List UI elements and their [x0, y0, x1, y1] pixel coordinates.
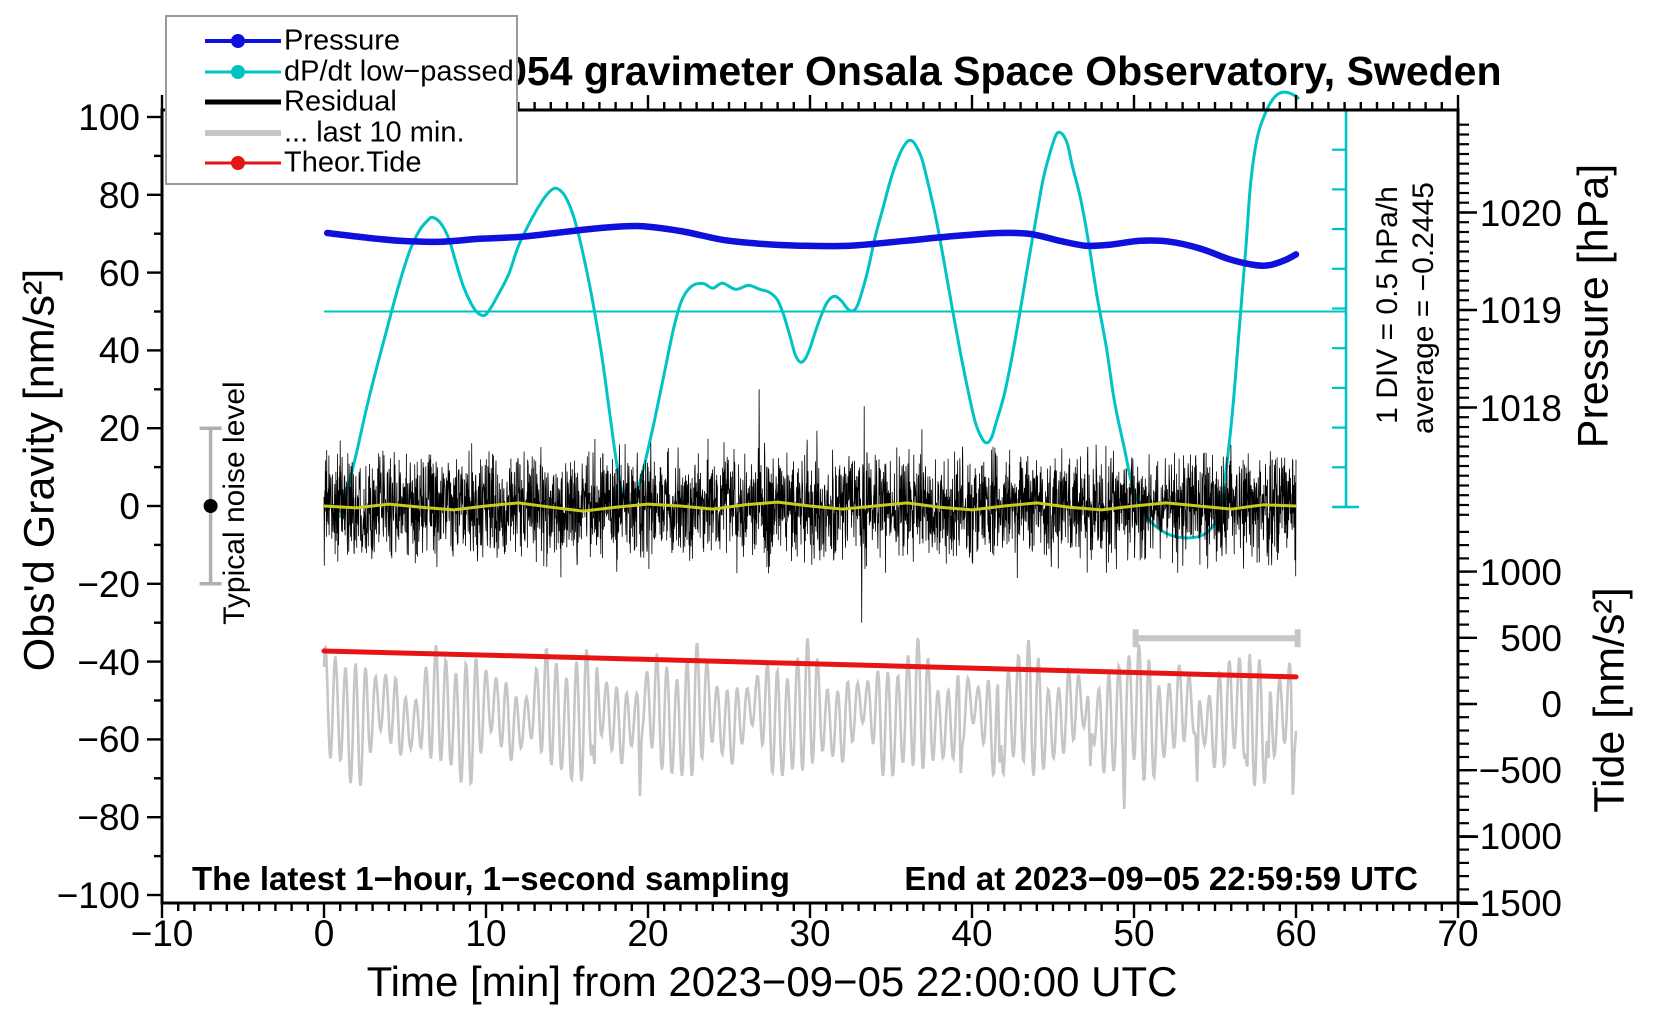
pressure-tick-label: 1018 [1479, 387, 1562, 429]
legend-dot [231, 156, 245, 170]
residual-curve [323, 389, 1297, 623]
gravity-tick-label: 40 [98, 330, 140, 372]
dpdt-div-annotation: 1 DIV = 0.5 hPa/h [1371, 186, 1404, 424]
gravity-tick-label: −40 [77, 641, 140, 683]
legend-line-sample [205, 99, 281, 105]
legend-item: Residual [167, 85, 516, 118]
tide-tick-label: 0 [1541, 684, 1562, 725]
gravity-tick-label: −80 [77, 797, 140, 839]
legend-label: Pressure [284, 24, 401, 57]
gravity-tick-label: 60 [98, 252, 140, 294]
pressure-curve [323, 222, 1300, 270]
x-tick-label: 20 [627, 913, 669, 954]
tide-tick-label: −500 [1478, 750, 1562, 792]
typical-noise-label: Typical noise level [218, 381, 251, 625]
legend-label: ... last 10 min. [284, 116, 465, 148]
x-tick-label: −10 [130, 913, 194, 954]
legend-label: dP/dt low−passed [284, 55, 514, 87]
x-axis-title: Time [min] from 2023−09−05 22:00:00 UTC [366, 958, 1178, 1005]
gravity-tick-label: 80 [98, 174, 140, 216]
plot-frame [160, 108, 1460, 905]
x-tick-label: 50 [1113, 913, 1155, 954]
legend-dot [231, 64, 245, 79]
legend-box: Pressure dP/dt low−passed Residual ... l… [165, 15, 518, 185]
gravity-tick-label: −20 [77, 563, 140, 605]
legend-label: Theor.Tide [284, 146, 422, 179]
left-axis-title: Obs'd Gravity [nm/s²] [15, 268, 64, 672]
tide-tick-label: 1000 [1479, 551, 1562, 593]
typical-noise-marker [199, 426, 222, 586]
gravity-tick-label: −60 [77, 719, 140, 761]
x-tick-label: 40 [951, 913, 993, 954]
last10min-curve [322, 637, 1298, 810]
chart-title: SCG_054 gravimeter Onsala Space Observat… [392, 48, 1502, 94]
legend-item: Pressure [167, 24, 516, 57]
x-tick-label: 60 [1275, 913, 1317, 954]
residual-lowpass-curve [323, 500, 1297, 513]
legend-line-sample [205, 129, 281, 136]
x-tick-label: 0 [313, 913, 335, 954]
theor-tide-curve [321, 648, 1299, 680]
dpdt-axis [1332, 108, 1359, 509]
tide-axis-title: Tide [nm/s²] [1585, 587, 1634, 813]
gravity-tick-label: −100 [56, 875, 140, 916]
legend-dot [231, 34, 245, 48]
pressure-tick-label: 1019 [1479, 290, 1562, 331]
sampling-note: The latest 1−hour, 1−second sampling [192, 860, 790, 897]
gravity-tick-label: 100 [78, 97, 140, 138]
legend-label: Residual [284, 85, 397, 118]
x-tick-label: 10 [465, 913, 507, 954]
legend-item: dP/dt low−passed [167, 55, 516, 87]
pressure-tick-label: 1020 [1479, 192, 1562, 234]
legend-item: Theor.Tide [167, 146, 516, 179]
last10min-bracket [1132, 629, 1301, 648]
pressure-axis-title: Pressure [hPa] [1569, 163, 1618, 449]
x-tick-label: 70 [1437, 913, 1479, 954]
tide-tick-label: −1000 [1458, 816, 1562, 858]
gravity-tick-label: 0 [119, 486, 140, 527]
end-time-note: End at 2023−09−05 22:59:59 UTC [904, 860, 1418, 897]
tide-tick-label: −1500 [1458, 882, 1562, 924]
tide-tick-label: 500 [1500, 617, 1562, 659]
legend-item: ... last 10 min. [167, 116, 516, 148]
x-tick-label: 30 [789, 913, 831, 954]
gravity-tick-label: 20 [98, 408, 140, 450]
